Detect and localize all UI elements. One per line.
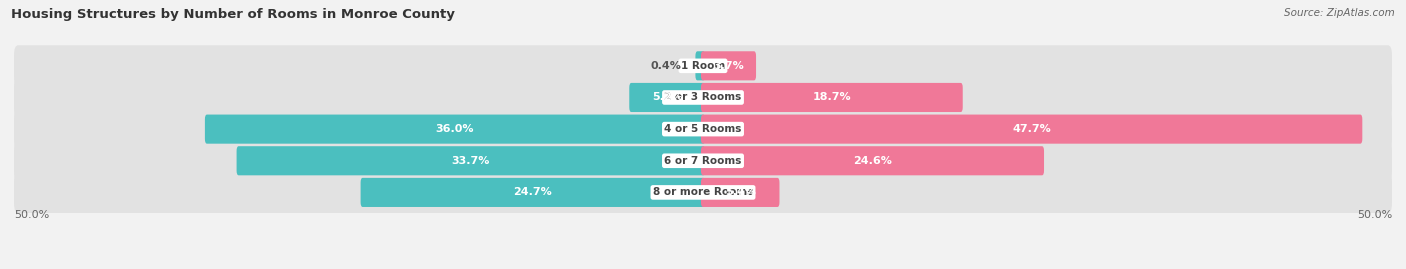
FancyBboxPatch shape xyxy=(14,77,1392,118)
Text: 5.4%: 5.4% xyxy=(724,187,755,197)
Text: 1 Room: 1 Room xyxy=(681,61,725,71)
Text: 36.0%: 36.0% xyxy=(436,124,474,134)
FancyBboxPatch shape xyxy=(702,115,1362,144)
Text: 8 or more Rooms: 8 or more Rooms xyxy=(652,187,754,197)
Text: 24.7%: 24.7% xyxy=(513,187,553,197)
Text: 18.7%: 18.7% xyxy=(813,93,851,102)
FancyBboxPatch shape xyxy=(14,45,1392,86)
FancyBboxPatch shape xyxy=(14,140,1392,181)
Text: 5.2%: 5.2% xyxy=(652,93,682,102)
Text: 3.7%: 3.7% xyxy=(713,61,744,71)
Text: 50.0%: 50.0% xyxy=(1357,210,1392,220)
FancyBboxPatch shape xyxy=(14,109,1392,150)
FancyBboxPatch shape xyxy=(236,146,704,175)
Text: 50.0%: 50.0% xyxy=(14,210,49,220)
FancyBboxPatch shape xyxy=(205,115,704,144)
Text: 33.7%: 33.7% xyxy=(451,156,491,166)
Text: 4 or 5 Rooms: 4 or 5 Rooms xyxy=(664,124,742,134)
FancyBboxPatch shape xyxy=(702,83,963,112)
Legend: Owner-occupied, Renter-occupied: Owner-occupied, Renter-occupied xyxy=(571,266,835,269)
Text: Housing Structures by Number of Rooms in Monroe County: Housing Structures by Number of Rooms in… xyxy=(11,8,456,21)
FancyBboxPatch shape xyxy=(702,178,779,207)
Text: 0.4%: 0.4% xyxy=(650,61,681,71)
Text: 47.7%: 47.7% xyxy=(1012,124,1052,134)
FancyBboxPatch shape xyxy=(702,146,1045,175)
FancyBboxPatch shape xyxy=(702,51,756,80)
Text: Source: ZipAtlas.com: Source: ZipAtlas.com xyxy=(1284,8,1395,18)
Text: 2 or 3 Rooms: 2 or 3 Rooms xyxy=(665,93,741,102)
FancyBboxPatch shape xyxy=(360,178,704,207)
FancyBboxPatch shape xyxy=(696,51,704,80)
FancyBboxPatch shape xyxy=(14,172,1392,213)
FancyBboxPatch shape xyxy=(630,83,704,112)
Text: 6 or 7 Rooms: 6 or 7 Rooms xyxy=(664,156,742,166)
Text: 24.6%: 24.6% xyxy=(853,156,891,166)
